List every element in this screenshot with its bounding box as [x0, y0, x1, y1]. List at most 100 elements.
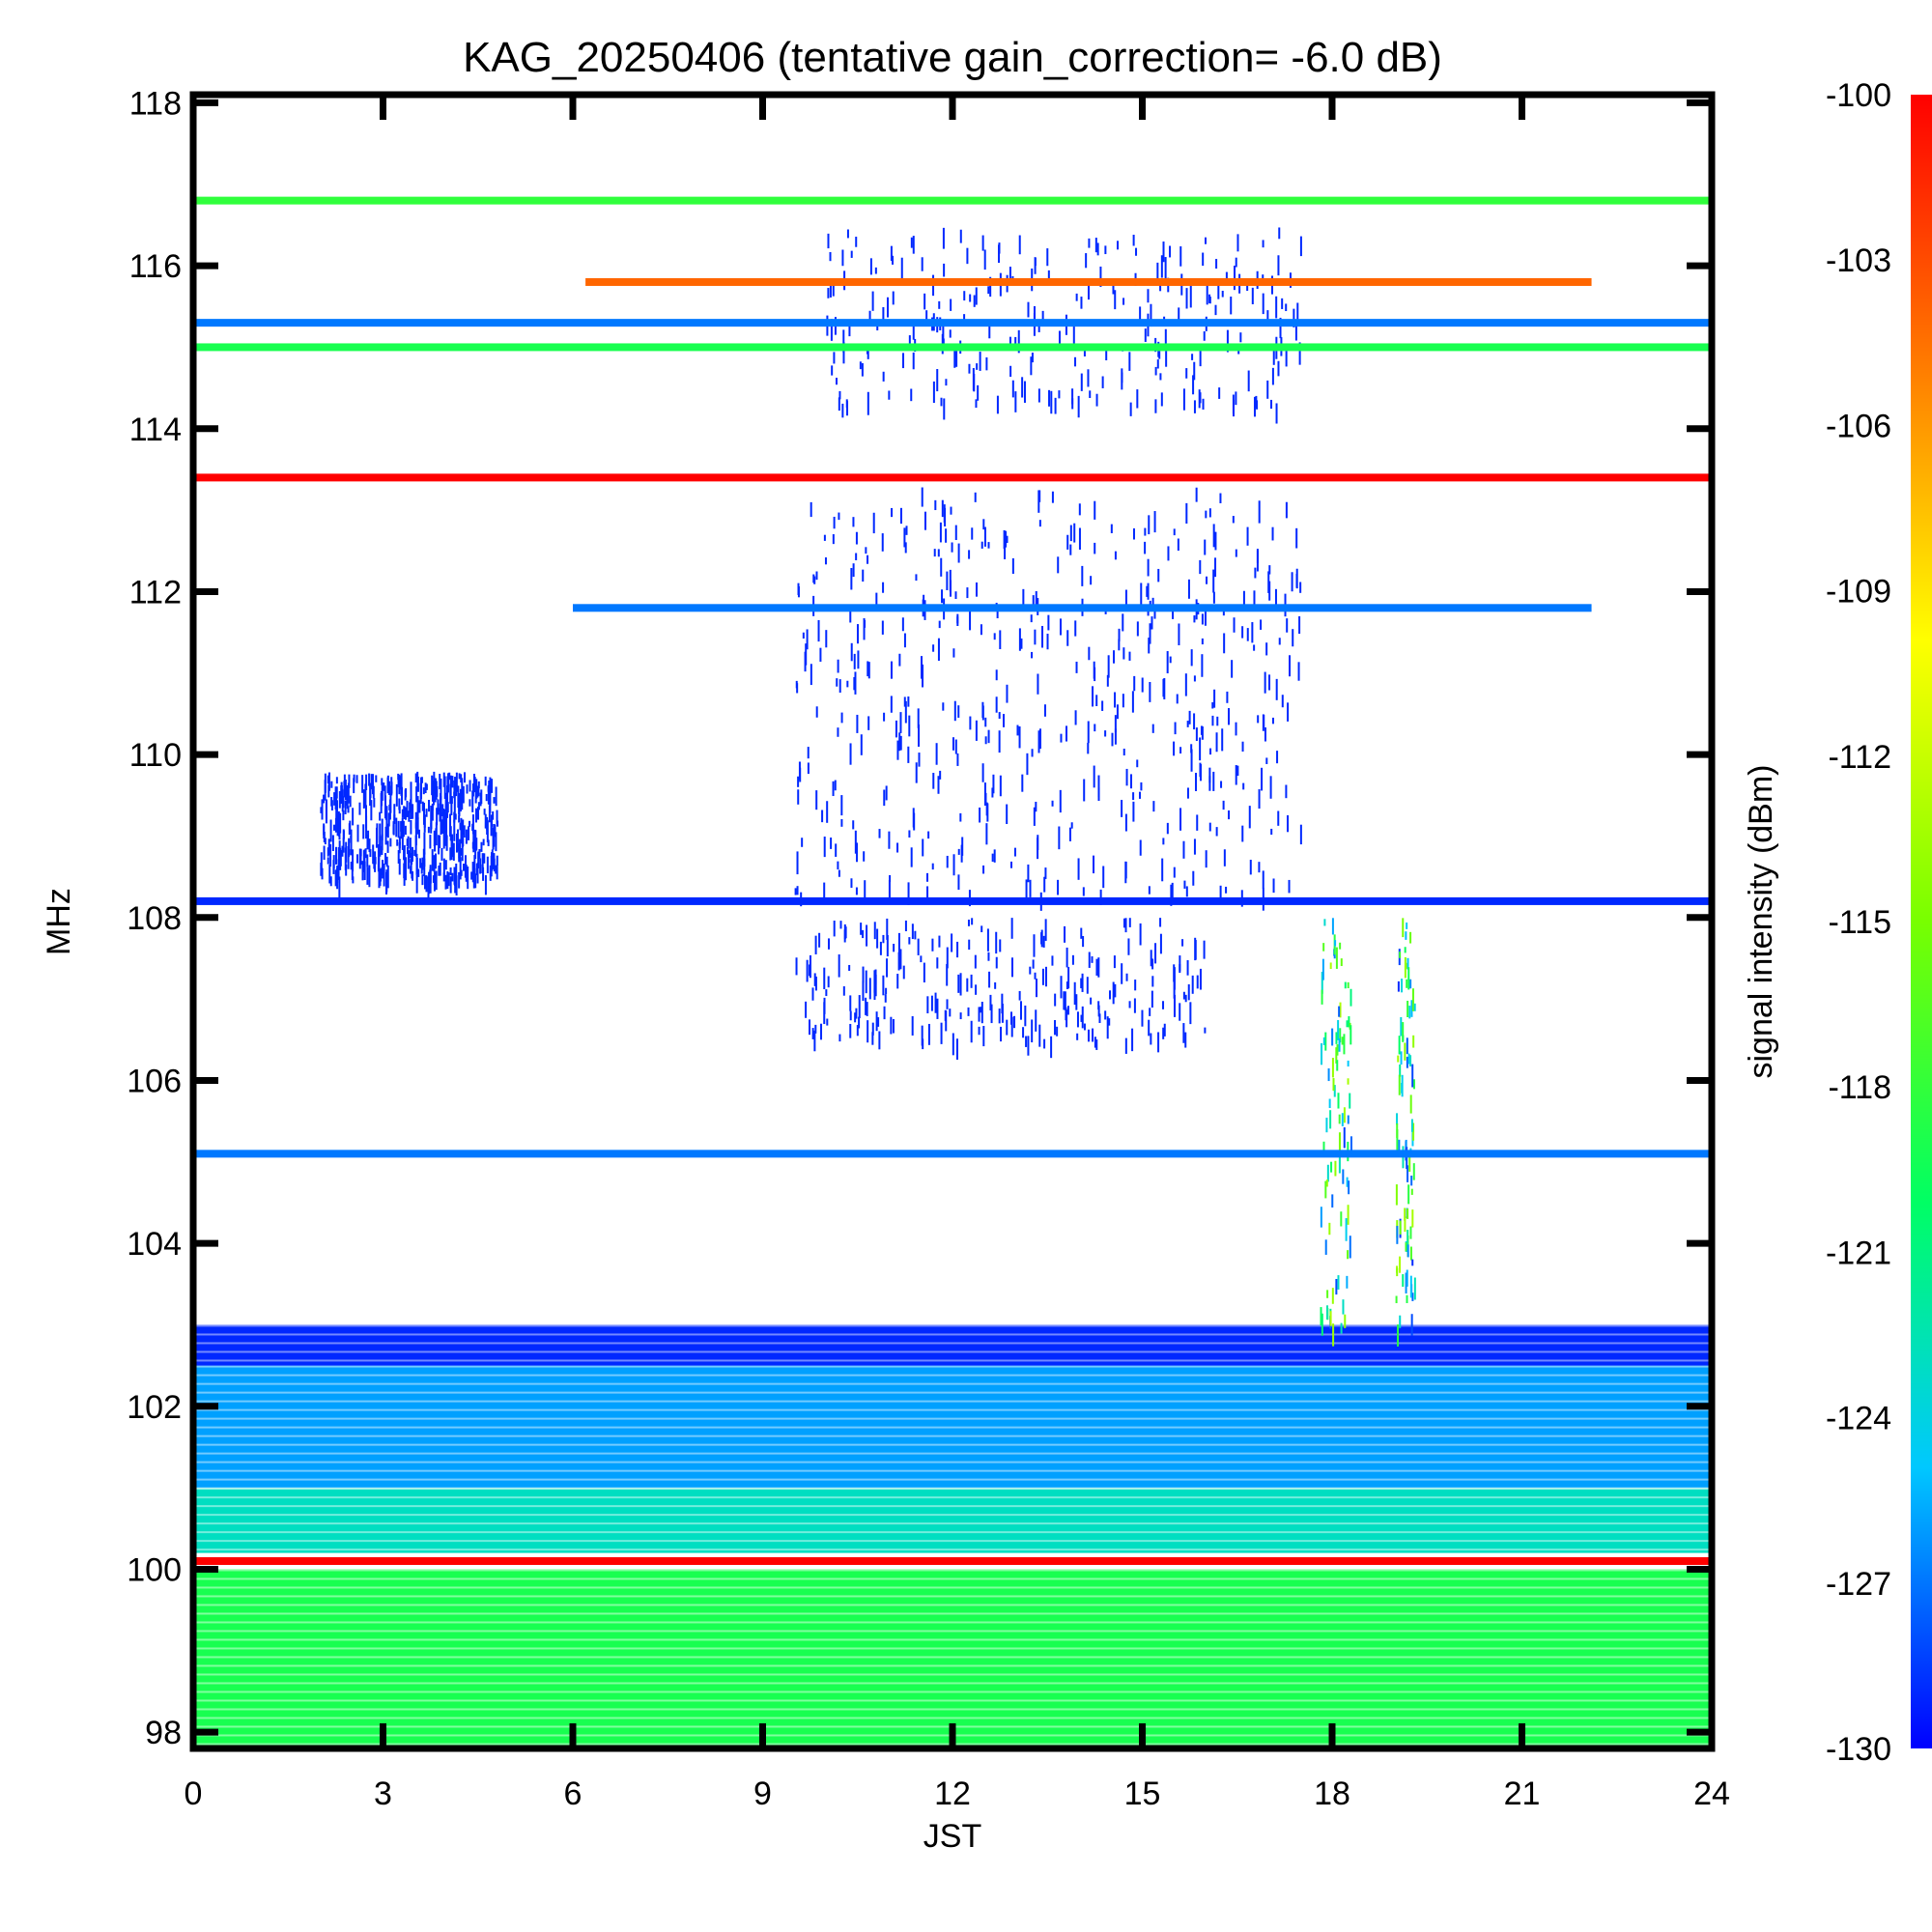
- activity-mark: [825, 989, 828, 997]
- activity-mark: [807, 747, 810, 759]
- activity-mark: [1236, 234, 1239, 252]
- activity-mark: [1334, 940, 1337, 947]
- activity-mark: [866, 1002, 868, 1016]
- activity-mark: [461, 778, 464, 794]
- activity-mark: [1193, 713, 1196, 730]
- activity-mark: [940, 557, 943, 577]
- activity-mark: [1217, 281, 1220, 299]
- activity-mark: [1331, 1058, 1334, 1078]
- activity-mark: [1151, 958, 1154, 970]
- activity-mark: [446, 797, 449, 818]
- activity-mark: [1185, 288, 1188, 309]
- activity-mark: [454, 813, 457, 820]
- activity-mark: [379, 836, 382, 857]
- activity-mark: [1326, 1305, 1329, 1320]
- activity-mark: [849, 611, 852, 623]
- activity-mark: [1194, 937, 1197, 961]
- activity-mark: [813, 1030, 816, 1052]
- activity-mark: [858, 995, 861, 1019]
- activity-mark: [1202, 398, 1205, 410]
- activity-mark: [1402, 918, 1405, 938]
- activity-mark: [1289, 655, 1292, 677]
- activity-mark: [1037, 388, 1040, 403]
- activity-mark: [323, 845, 326, 861]
- activity-mark: [438, 835, 440, 855]
- activity-mark: [460, 774, 463, 783]
- activity-mark: [1322, 943, 1325, 952]
- activity-mark: [381, 846, 384, 855]
- activity-mark: [327, 781, 330, 790]
- activity-mark: [1170, 884, 1173, 906]
- activity-mark: [797, 789, 800, 805]
- activity-mark: [797, 582, 800, 595]
- activity-mark: [1151, 597, 1154, 608]
- activity-mark: [1136, 759, 1139, 768]
- activity-mark: [1006, 1019, 1009, 1036]
- activity-mark: [410, 859, 412, 868]
- activity-mark: [1040, 929, 1043, 948]
- activity-mark: [987, 286, 990, 295]
- y-tick-label: 112: [129, 574, 182, 611]
- activity-mark: [429, 869, 432, 877]
- activity-mark: [449, 867, 452, 876]
- activity-mark: [487, 839, 490, 846]
- activity-mark: [888, 831, 891, 849]
- activity-mark: [1156, 262, 1159, 279]
- activity-mark: [1140, 582, 1143, 605]
- x-tick-label: 3: [374, 1776, 392, 1812]
- activity-mark: [385, 806, 388, 830]
- activity-mark: [1281, 298, 1284, 309]
- activity-mark: [350, 835, 353, 843]
- activity-mark: [340, 784, 343, 803]
- activity-mark: [1014, 391, 1017, 412]
- background-stripe: [193, 1374, 1712, 1377]
- activity-mark: [1264, 727, 1266, 742]
- activity-mark: [347, 782, 350, 804]
- activity-mark: [1396, 1226, 1399, 1244]
- activity-mark: [1285, 349, 1288, 367]
- activity-mark: [358, 848, 361, 869]
- activity-mark: [1349, 1236, 1351, 1259]
- background-level: [193, 1488, 1712, 1553]
- activity-region: [794, 487, 1302, 911]
- activity-mark: [1258, 500, 1261, 524]
- activity-mark: [1031, 651, 1034, 659]
- activity-mark: [443, 816, 446, 827]
- activity-mark: [1094, 1037, 1096, 1048]
- activity-mark: [865, 547, 867, 554]
- activity-mark: [323, 794, 326, 804]
- activity-mark: [1299, 582, 1302, 593]
- activity-mark: [479, 858, 482, 874]
- activity-mark: [1033, 305, 1036, 327]
- activity-mark: [1223, 633, 1226, 654]
- activity-mark: [959, 229, 962, 243]
- activity-mark: [327, 847, 329, 857]
- activity-mark: [911, 1015, 914, 1036]
- activity-mark: [914, 930, 917, 940]
- activity-mark: [1329, 1311, 1332, 1326]
- activity-mark: [409, 838, 412, 859]
- activity-mark: [936, 998, 939, 1019]
- activity-mark: [1005, 530, 1008, 548]
- activity-mark: [389, 838, 392, 847]
- activity-mark: [842, 342, 845, 364]
- band-115.3: [193, 319, 1712, 327]
- activity-mark: [1347, 1205, 1350, 1225]
- activity-mark: [449, 876, 452, 894]
- activity-mark: [913, 812, 916, 831]
- activity-mark: [974, 492, 977, 502]
- activity-mark: [397, 850, 400, 864]
- activity-mark: [1228, 810, 1231, 820]
- activity-mark: [832, 534, 835, 545]
- y-tick-label: 102: [127, 1389, 182, 1426]
- activity-mark: [802, 632, 805, 639]
- activity-mark: [1241, 741, 1244, 753]
- activity-mark: [1076, 1011, 1079, 1028]
- activity-mark: [993, 633, 996, 640]
- activity-mark: [425, 783, 428, 790]
- activity-mark: [1321, 1313, 1323, 1336]
- activity-mark: [833, 920, 836, 937]
- activity-mark: [372, 785, 375, 799]
- activity-mark: [967, 919, 970, 926]
- activity-mark: [1157, 568, 1160, 582]
